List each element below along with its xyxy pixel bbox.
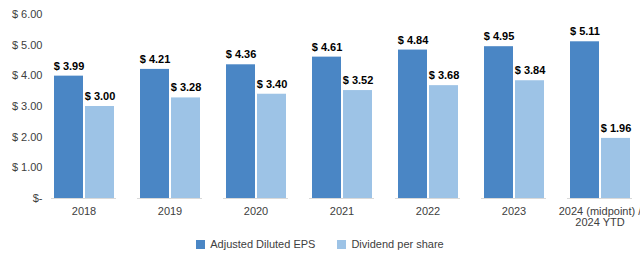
- svg-text:$ 4.61: $ 4.61: [312, 41, 343, 53]
- svg-text:$ 4.36: $ 4.36: [226, 48, 257, 60]
- svg-text:2020: 2020: [244, 205, 268, 217]
- svg-text:$ 4.21: $ 4.21: [140, 53, 171, 65]
- svg-text:$ 2.00: $ 2.00: [12, 131, 43, 143]
- svg-text:$ 3.00: $ 3.00: [12, 100, 43, 112]
- svg-text:2021: 2021: [330, 205, 354, 217]
- svg-text:$ 3.84: $ 3.84: [515, 64, 546, 76]
- svg-text:$ 3.00: $ 3.00: [85, 90, 116, 102]
- svg-text:$ 3.28: $ 3.28: [171, 81, 202, 93]
- svg-text:$ 6.00: $ 6.00: [12, 8, 43, 20]
- svg-text:$ 3.99: $ 3.99: [54, 60, 85, 72]
- svg-text:$ 4.95: $ 4.95: [484, 30, 515, 42]
- svg-text:$ 3.68: $ 3.68: [429, 69, 460, 81]
- svg-text:2022: 2022: [416, 205, 440, 217]
- svg-text:$ 5.00: $ 5.00: [12, 39, 43, 51]
- svg-text:$ 3.40: $ 3.40: [257, 78, 288, 90]
- svg-text:$ 1.00: $ 1.00: [12, 161, 43, 173]
- svg-text:2024 (midpoint) /2024 YTD: 2024 (midpoint) /2024 YTD: [559, 205, 640, 228]
- svg-text:2018: 2018: [72, 205, 96, 217]
- html-text:Dividend per share: Dividend per share: [351, 238, 444, 250]
- svg-text:$ 5.11: $ 5.11: [570, 25, 600, 37]
- svg-text:$ 1.96: $ 1.96: [601, 122, 632, 134]
- svg-text:2019: 2019: [158, 205, 182, 217]
- svg-text:$ 4.84: $ 4.84: [398, 34, 429, 46]
- svg-text:$ 3.52: $ 3.52: [343, 74, 374, 86]
- svg-text:2023: 2023: [502, 205, 526, 217]
- svg-text:$ 4.00: $ 4.00: [12, 69, 43, 81]
- html-text:Adjusted Diluted EPS: Adjusted Diluted EPS: [210, 238, 316, 250]
- svg-text:$-: $-: [33, 192, 43, 204]
